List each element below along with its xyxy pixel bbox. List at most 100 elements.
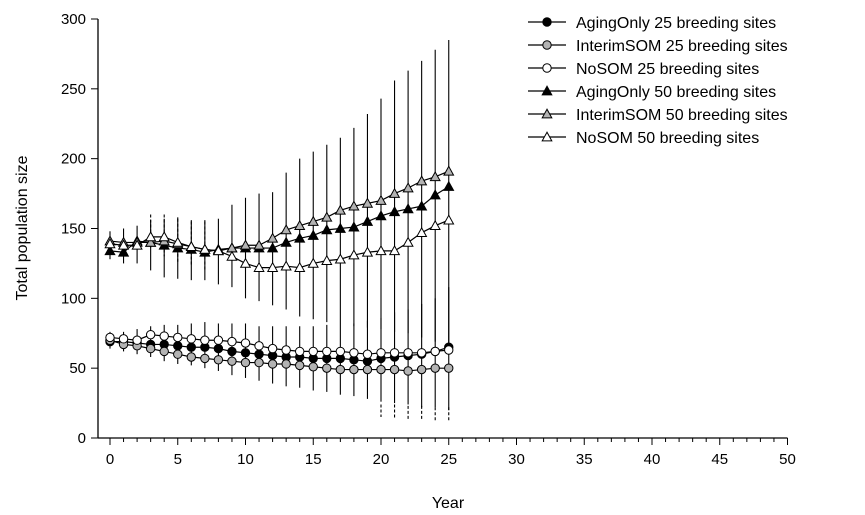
x-tick-label: 35 <box>576 451 593 468</box>
legend-label: AgingOnly 25 breeding sites <box>576 15 776 32</box>
data-point <box>226 250 238 261</box>
series-layer <box>104 165 455 376</box>
legend-item-3: NoSOM 25 breeding sites <box>528 61 759 78</box>
data-point <box>349 348 359 358</box>
data-point <box>239 239 252 250</box>
data-point <box>376 348 386 358</box>
x-axis-label: Year <box>432 495 465 512</box>
data-point <box>212 245 225 256</box>
legend-label: NoSOM 50 breeding sites <box>576 130 759 147</box>
legend-label: NoSOM 25 breeding sites <box>576 61 759 78</box>
legend-label: InterimSOM 25 breeding sites <box>576 38 788 55</box>
data-point <box>213 355 224 365</box>
data-point <box>186 334 197 344</box>
data-point <box>104 238 116 249</box>
series-3 <box>105 329 454 359</box>
series-6 <box>104 214 455 272</box>
x-tick-label: 20 <box>373 451 390 468</box>
data-point <box>145 231 157 242</box>
data-point <box>348 249 360 260</box>
data-point <box>172 236 184 247</box>
data-point <box>348 221 360 232</box>
legend: AgingOnly 25 breeding sites InterimSOM 25… <box>528 15 788 147</box>
data-point <box>375 210 387 221</box>
data-point <box>335 364 346 375</box>
y-axis-label: Total population size <box>14 155 31 300</box>
y-tick-label: 150 <box>61 220 86 237</box>
data-point <box>253 261 265 272</box>
y-tick-label: 300 <box>61 11 86 28</box>
data-point <box>403 348 413 358</box>
data-point <box>388 205 401 217</box>
data-point <box>280 260 292 271</box>
data-point <box>307 229 319 240</box>
data-point <box>416 348 427 358</box>
data-point <box>361 197 374 208</box>
x-tick-label: 10 <box>237 451 254 468</box>
legend-item-5: InterimSOM 50 breeding sites <box>528 107 788 124</box>
data-point <box>429 170 441 182</box>
data-point <box>334 204 346 215</box>
data-point <box>254 341 264 351</box>
data-point <box>375 194 387 205</box>
data-point <box>443 180 455 191</box>
data-point <box>389 348 400 358</box>
data-point <box>254 349 264 359</box>
legend-item-4: AgingOnly 50 breeding sites <box>528 84 776 101</box>
x-tick-label: 40 <box>644 451 661 468</box>
data-point <box>294 261 306 272</box>
data-point <box>349 364 359 375</box>
data-point <box>117 239 130 250</box>
data-point <box>200 353 210 364</box>
legend-item-2: InterimSOM 25 breeding sites <box>528 38 788 55</box>
data-point <box>227 356 237 366</box>
data-point <box>281 345 291 355</box>
data-point <box>335 346 346 357</box>
data-point <box>131 239 143 250</box>
data-point <box>443 165 455 176</box>
data-point <box>416 175 428 186</box>
data-point <box>402 236 414 247</box>
data-point <box>416 200 428 211</box>
data-point <box>430 363 440 373</box>
x-tick-label: 50 <box>779 451 796 468</box>
data-point <box>200 335 210 345</box>
data-point <box>416 364 427 375</box>
legend-marker <box>542 17 552 27</box>
data-point <box>308 362 318 372</box>
data-point <box>105 332 115 343</box>
data-point <box>186 342 197 352</box>
legend-marker <box>541 85 553 96</box>
data-point <box>376 364 386 375</box>
y-tick-label: 200 <box>61 151 86 168</box>
data-point <box>294 232 306 243</box>
axes: 0 5 10 15 20 25 30 35 40 45 50 0 50 100 150 200 250 300 <box>61 11 796 468</box>
data-point <box>389 364 400 375</box>
data-point <box>266 232 279 243</box>
data-point <box>429 189 441 200</box>
data-point <box>227 346 237 357</box>
data-point <box>145 343 156 354</box>
y-tick-label: 100 <box>61 290 86 307</box>
data-point <box>118 334 129 344</box>
data-point <box>322 363 332 373</box>
data-point <box>145 329 156 340</box>
data-point <box>267 359 278 369</box>
data-point <box>403 366 413 376</box>
data-point <box>307 215 319 226</box>
data-point <box>388 245 401 256</box>
data-point <box>334 222 346 233</box>
x-tick-label: 15 <box>305 451 322 468</box>
data-point <box>117 246 130 257</box>
data-point <box>173 341 183 351</box>
legend-marker <box>542 40 552 50</box>
data-point <box>145 236 157 247</box>
data-point <box>281 359 291 369</box>
data-point <box>104 245 116 256</box>
legend-label: InterimSOM 50 breeding sites <box>576 107 788 124</box>
data-point <box>294 219 306 231</box>
data-point <box>280 236 292 247</box>
data-point <box>444 345 454 355</box>
data-point <box>253 239 265 250</box>
data-point <box>402 203 414 214</box>
